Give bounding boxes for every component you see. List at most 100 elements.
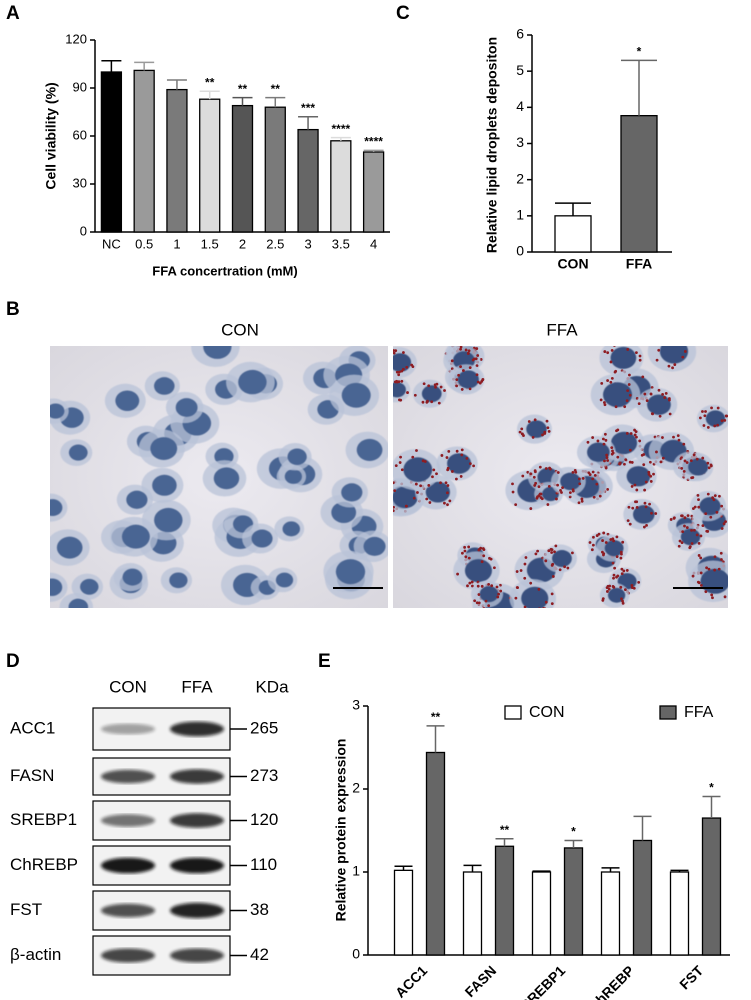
- lipid-droplet: [723, 419, 727, 422]
- nucleus: [393, 486, 418, 509]
- lipid-droplet: [681, 530, 685, 534]
- protein-label: ChREBP: [10, 855, 78, 874]
- lipid-droplet: [463, 545, 467, 549]
- lipid-droplet: [711, 496, 715, 500]
- lipid-droplet: [724, 520, 727, 524]
- lipid-droplet: [720, 527, 724, 530]
- lipid-droplet: [467, 349, 471, 353]
- lipid-droplet: [704, 512, 708, 516]
- significance: **: [238, 82, 248, 96]
- lipid-droplet: [654, 512, 658, 515]
- blot-band: [170, 948, 224, 963]
- lipid-droplet: [634, 430, 638, 434]
- lipid-droplet: [419, 484, 423, 488]
- lipid-droplet: [459, 347, 462, 351]
- x-tick-label: NC: [102, 236, 121, 251]
- lipid-droplet: [606, 590, 609, 593]
- lipid-droplet: [620, 597, 623, 601]
- lipid-droplet: [605, 586, 609, 590]
- protein-label: ACC1: [10, 718, 55, 737]
- lipid-droplet: [635, 351, 638, 355]
- lipid-droplet: [434, 385, 437, 389]
- nucleus: [68, 598, 89, 608]
- nucleus: [447, 453, 472, 474]
- kda-label: 265: [250, 718, 278, 737]
- error-bar: [495, 838, 514, 847]
- lipid-droplet: [679, 339, 682, 342]
- lipid-droplet: [661, 436, 664, 439]
- lipid-droplet: [592, 495, 596, 499]
- blot-band: [101, 903, 155, 918]
- lipid-droplet: [627, 505, 631, 509]
- lipid-droplet: [710, 593, 714, 597]
- error-bar: [394, 865, 413, 871]
- lipid-droplet: [547, 549, 551, 553]
- lipid-droplet: [602, 552, 606, 556]
- blot-band: [170, 902, 224, 919]
- lipid-droplet: [626, 389, 630, 393]
- kda-label: 273: [250, 766, 278, 785]
- lipid-droplet: [715, 510, 719, 514]
- lipid-droplet: [607, 587, 611, 591]
- lipid-droplet: [439, 385, 443, 389]
- lipid-droplet: [574, 470, 578, 474]
- lipid-droplet: [648, 460, 652, 464]
- lipid-droplet: [547, 484, 551, 488]
- lipid-droplet: [649, 474, 653, 478]
- lipid-droplet: [393, 509, 395, 513]
- lipid-droplet: [596, 439, 600, 443]
- y-tick-label: 3: [352, 697, 360, 713]
- y-tick-label: 90: [73, 79, 87, 94]
- lipid-droplet: [425, 497, 429, 501]
- lipid-droplet: [416, 491, 419, 494]
- lipid-droplet: [592, 535, 595, 539]
- lipid-droplet: [488, 556, 491, 560]
- x-tick-label: 2.5: [266, 236, 284, 251]
- legend-swatch: [504, 705, 522, 720]
- lipid-droplet: [394, 349, 398, 353]
- lipid-droplet: [652, 472, 655, 476]
- lipid-droplet: [423, 460, 427, 463]
- lipid-droplet: [615, 429, 618, 433]
- lipid-droplet: [482, 554, 486, 558]
- lipid-droplet: [615, 575, 618, 579]
- bar: [264, 106, 286, 233]
- lipid-droplet: [476, 354, 480, 357]
- lipid-droplet: [450, 470, 454, 473]
- error-bar: [330, 136, 351, 141]
- nucleus: [421, 385, 442, 403]
- lipid-droplet: [511, 490, 515, 494]
- lipid-droplet: [683, 524, 686, 528]
- nucleus: [552, 550, 572, 568]
- nucleus: [403, 457, 433, 482]
- nucleus: [341, 483, 363, 502]
- lipid-droplet: [475, 373, 479, 377]
- protein-label: FASN: [10, 766, 54, 785]
- lipid-droplet: [568, 495, 572, 499]
- lipid-droplet: [411, 455, 415, 459]
- lipid-droplet: [406, 391, 409, 394]
- lipid-droplet: [539, 496, 543, 499]
- nucleus: [115, 390, 140, 411]
- nucleus: [688, 458, 709, 476]
- nucleus: [150, 437, 178, 461]
- lipid-droplet: [604, 466, 608, 470]
- lipid-droplet: [389, 397, 392, 400]
- y-axis-title: Relative protein expression: [333, 739, 349, 922]
- blot-band: [170, 769, 224, 784]
- lipid-droplet: [519, 609, 522, 612]
- lipid-droplet: [393, 489, 397, 493]
- panel-label: E: [318, 651, 331, 672]
- lipid-droplet: [681, 355, 685, 359]
- lipid-droplet: [677, 438, 681, 442]
- lipid-droplet: [522, 434, 525, 437]
- lipid-droplet: [393, 351, 396, 355]
- lipid-droplet: [466, 584, 469, 588]
- lipid-droplet: [599, 398, 603, 402]
- lipid-droplet: [577, 477, 581, 481]
- image-label: FFA: [546, 320, 578, 339]
- lipid-droplet: [619, 585, 623, 589]
- nucleus: [175, 398, 198, 417]
- error-bar: [298, 116, 319, 130]
- lipid-droplet: [563, 565, 567, 569]
